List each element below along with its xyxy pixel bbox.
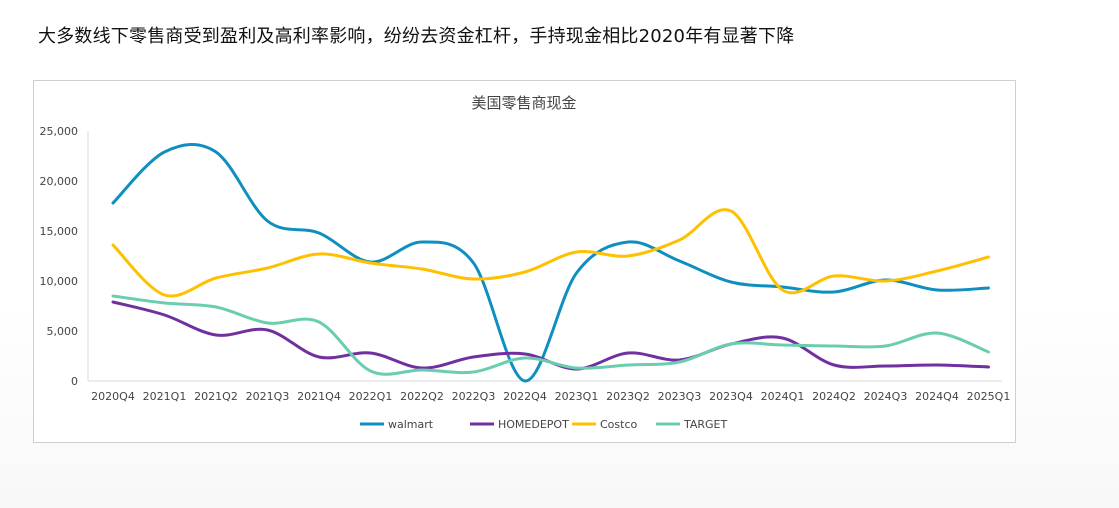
y-tick-label: 15,000 xyxy=(40,225,79,238)
y-tick-label: 10,000 xyxy=(40,275,79,288)
x-tick-label: 2024Q3 xyxy=(864,390,908,403)
x-tick-label: 2024Q2 xyxy=(812,390,856,403)
x-tick-label: 2022Q1 xyxy=(349,390,393,403)
series-line-walmart xyxy=(111,143,990,383)
x-tick-label: 2023Q4 xyxy=(709,390,753,403)
x-tick-label: 2022Q2 xyxy=(400,390,444,403)
legend-label: HOMEDEPOT xyxy=(498,418,569,431)
chart-container: 美国零售商现金 0 5,000 10,000 15,000 20,000 25,000 202… xyxy=(33,80,1016,443)
y-tick-label: 25,000 xyxy=(40,125,79,138)
y-tick-label: 20,000 xyxy=(40,175,79,188)
legend-label: Costco xyxy=(600,418,638,431)
x-tick-label: 2021Q3 xyxy=(246,390,290,403)
headline: 大多数线下零售商受到盈利及高利率影响，纷纷去资金杠杆，手持现金相比2020年有显… xyxy=(38,26,795,47)
x-tick-label: 2021Q4 xyxy=(297,390,341,403)
series-line-target xyxy=(111,294,990,376)
series-line-costco xyxy=(111,208,990,298)
chart-title: 美国零售商现金 xyxy=(471,94,576,112)
x-tick-label: 2022Q4 xyxy=(503,390,547,403)
y-tick-label: 5,000 xyxy=(47,325,79,338)
x-tick-label: 2024Q4 xyxy=(915,390,959,403)
line-chart: 美国零售商现金 0 5,000 10,000 15,000 20,000 25,000 202… xyxy=(40,94,1011,431)
x-tick-label: 2023Q2 xyxy=(606,390,650,403)
x-tick-label: 2021Q1 xyxy=(143,390,187,403)
legend-label: TARGET xyxy=(683,418,728,431)
legend-label: walmart xyxy=(388,418,434,431)
x-tick-label: 2024Q1 xyxy=(761,390,805,403)
x-tick-label: 2021Q2 xyxy=(194,390,238,403)
x-tick-label: 2023Q1 xyxy=(555,390,599,403)
x-tick-label: 2023Q3 xyxy=(658,390,702,403)
y-tick-label: 0 xyxy=(71,375,78,388)
x-tick-label: 2022Q3 xyxy=(452,390,496,403)
x-tick-label: 2020Q4 xyxy=(91,390,135,403)
x-tick-label: 2025Q1 xyxy=(967,390,1011,403)
